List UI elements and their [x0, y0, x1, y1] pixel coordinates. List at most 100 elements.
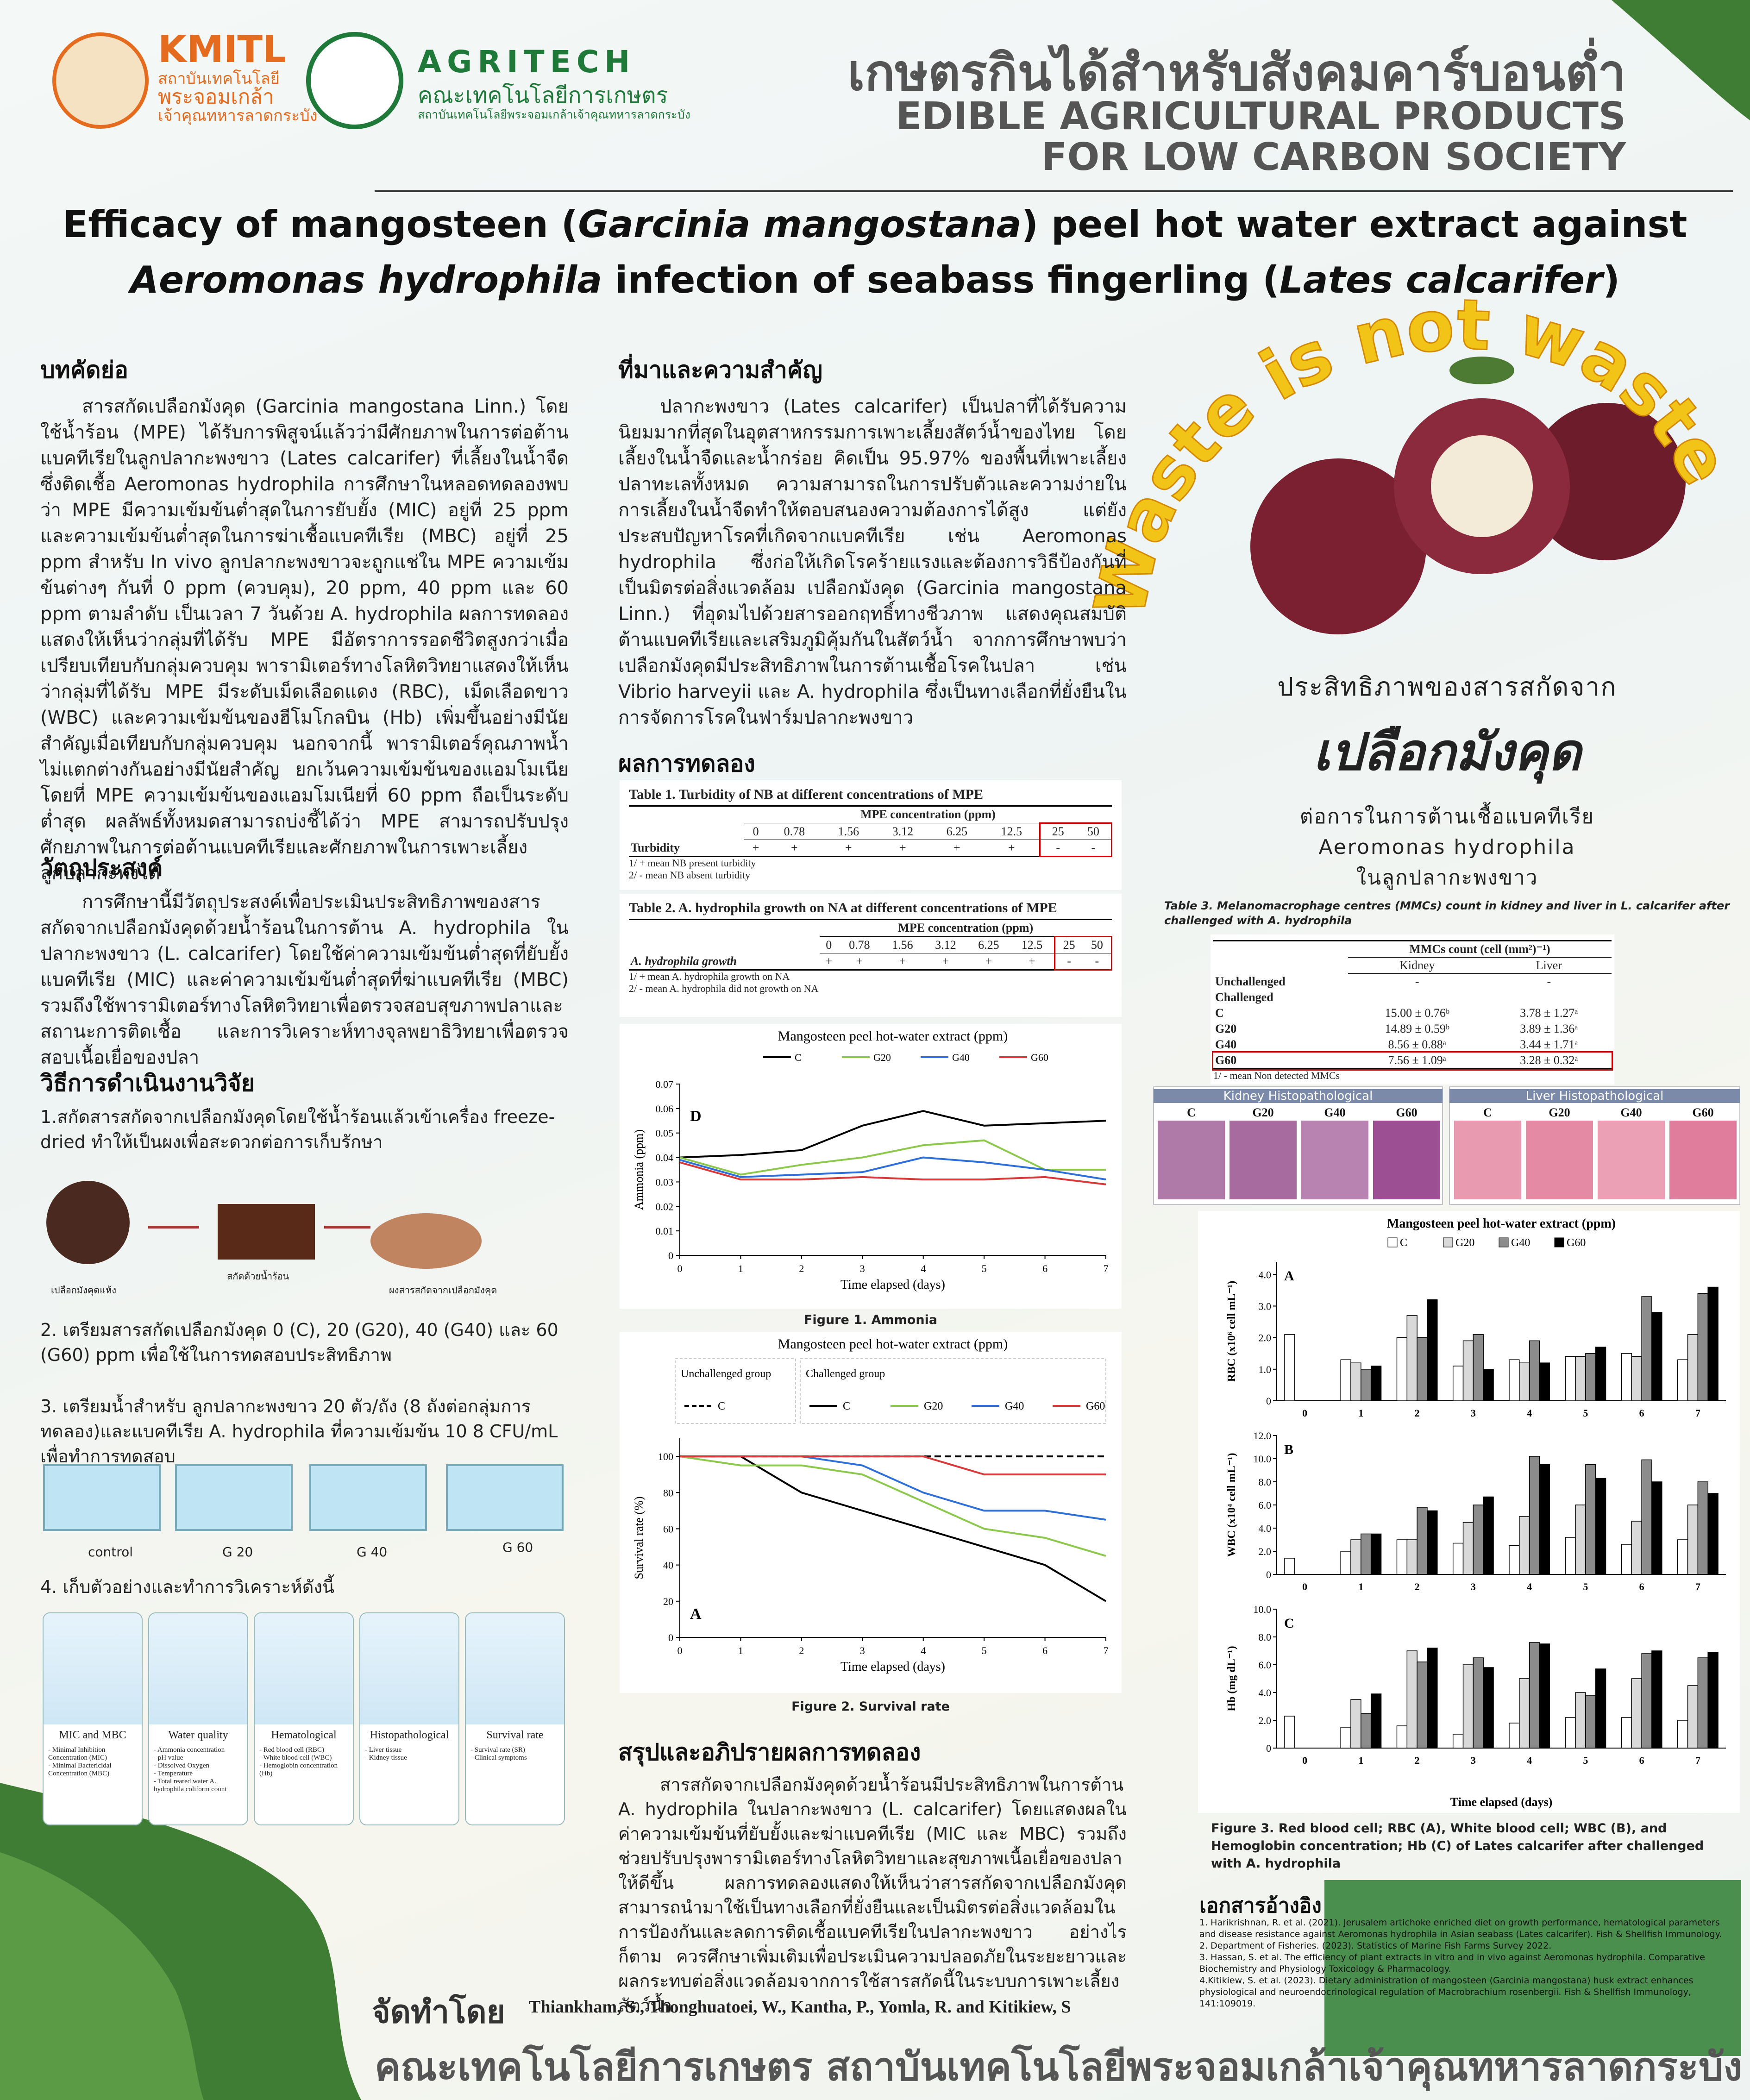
- background-heading: ที่มาและความสำคัญ: [618, 357, 822, 383]
- bar: [1651, 1312, 1662, 1401]
- bar: [1509, 1545, 1520, 1575]
- bar: [1452, 1366, 1464, 1401]
- table-title: Table 3. Melanomacrophage centres (MMCs)…: [1164, 899, 1730, 927]
- bar: [1417, 1507, 1428, 1575]
- conclusion-text: สารสกัดจากเปลือกมังคุดด้วยน้ำร้อนมีประสิ…: [618, 1774, 1127, 2016]
- table-columns-row: 0 0.78 1.56 3.12 6.25 12.5 25 50: [629, 822, 1112, 840]
- table-row: A. hydrophila growth + + + + + + - -: [629, 953, 1112, 971]
- background-text: ปลากะพงขาว (Lates calcarifer) เป็นปลาที่…: [618, 396, 1127, 728]
- bar: [1697, 1657, 1708, 1749]
- bar: [1539, 1362, 1550, 1401]
- table-title: Table 2. A. hydrophila growth on NA at d…: [629, 900, 1057, 915]
- bar: [1687, 1685, 1699, 1749]
- table-2: Table 2. A. hydrophila growth on NA at d…: [620, 894, 1122, 1017]
- row-label: G20: [1215, 1022, 1237, 1035]
- table-row: Unchallenged - -: [1213, 974, 1612, 990]
- y-tick-label: 8.0: [1259, 1631, 1272, 1643]
- references-heading: เอกสารอ้างอิง: [1199, 1894, 1322, 1918]
- bar: [1677, 1539, 1688, 1575]
- table-header-row: MMCs count (cell (mm²)⁻¹): [1213, 940, 1612, 958]
- table-cell: +: [825, 954, 833, 968]
- series-line: [679, 1156, 1106, 1181]
- table-header-row: MPE concentration (ppm): [629, 806, 1112, 823]
- kmitl-lines: สถาบันเทคโนโลยี พระจอมเกล้า เจ้าคุณทหารล…: [158, 69, 317, 125]
- table-cell: +: [1029, 954, 1035, 968]
- bar: [1483, 1667, 1494, 1749]
- x-tick-label: 2: [799, 1645, 804, 1656]
- box-illustration: [44, 1613, 142, 1724]
- y-tick-label: 40: [663, 1560, 673, 1571]
- title-part: ): [1603, 258, 1620, 301]
- bar: [1340, 1551, 1351, 1575]
- series-line: [680, 1455, 1107, 1602]
- box-illustration: [360, 1613, 458, 1724]
- analysis-box: Survival rate - Survival rate (SR) - Clini…: [465, 1612, 565, 1825]
- figure-caption: Figure 3. Red blood cell; RBC (A), White…: [1211, 1821, 1704, 1871]
- y-tick-label: 0.01: [656, 1225, 674, 1237]
- figure-3: Mangosteen peel hot-water extract (ppm) C…: [1198, 1211, 1740, 1813]
- table-note: 2/ - mean A. hydrophila did not growth o…: [629, 983, 819, 994]
- box-item: - Clinical symptoms: [470, 1754, 527, 1761]
- chart-title: Mangosteen peel hot-water extract (ppm): [778, 1028, 1008, 1044]
- box-title: Hematological: [271, 1729, 337, 1741]
- bar: [1452, 1734, 1464, 1749]
- x-tick-label: 3: [860, 1645, 865, 1656]
- row-label: Challenged: [1215, 990, 1273, 1004]
- bar: [1462, 1522, 1474, 1575]
- box-item: - Liver tissue: [365, 1746, 402, 1754]
- box-illustration: [255, 1613, 353, 1724]
- y-tick-label: 10.0: [1254, 1453, 1272, 1465]
- bar: [1575, 1504, 1586, 1575]
- row-label: A. hydrophila growth: [631, 954, 737, 968]
- table-cell: -: [1039, 840, 1076, 857]
- legend-label: G40: [1511, 1237, 1530, 1249]
- x-tick-label: 1: [1358, 1755, 1363, 1766]
- x-tick-label: 7: [1104, 1645, 1109, 1656]
- objective-text: การศึกษานี้มีวัตถุประสงค์เพื่อประเมินประ…: [40, 891, 569, 1068]
- bar: [1370, 1533, 1382, 1575]
- legend-label: C: [718, 1400, 725, 1412]
- table-column: 0: [820, 936, 838, 953]
- y-tick-label: 1.0: [1259, 1364, 1272, 1375]
- method-step: 2. เตรียมสารสกัดเปลือกมังคุด 0 (C), 20 (…: [40, 1320, 558, 1365]
- y-tick-label: 0.06: [656, 1103, 674, 1115]
- box-item: - Minimal Inhibition Concentration (MIC): [48, 1746, 107, 1761]
- institution: คณะเทคโนโลยีการเกษตร สถาบันเทคโนโลยีพระจ…: [375, 2044, 1743, 2089]
- x-tick-label: 3: [1471, 1755, 1476, 1766]
- bar: [1529, 1340, 1540, 1401]
- table-header: MPE concentration (ppm): [744, 806, 1112, 823]
- agritech-sub: สถาบันเทคโนโลยีพระจอมเกล้าเจ้าคุณทหารลาด…: [418, 108, 690, 121]
- tank-label: control: [88, 1544, 133, 1560]
- table-columns-row: Kidney Liver: [1213, 957, 1612, 974]
- x-tick-label: 3: [860, 1263, 865, 1274]
- y-tick-label: 0: [1266, 1569, 1271, 1580]
- panel-label: A: [1284, 1268, 1294, 1284]
- agritech-thai: คณะเทคโนโลยีการเกษตร: [418, 82, 668, 108]
- table-row: G20 14.89 ± 0.59ᵇ 3.89 ± 1.36ᵃ: [1213, 1021, 1612, 1037]
- bar: [1697, 1293, 1708, 1401]
- row-label: Turbidity: [631, 840, 680, 854]
- y-tick-label: 3.0: [1259, 1300, 1272, 1312]
- table-column: 3.12: [875, 823, 930, 840]
- bar: [1575, 1692, 1586, 1749]
- legend-label: G60: [1086, 1400, 1105, 1412]
- bar: [1462, 1340, 1474, 1401]
- table-cell: +: [953, 841, 960, 854]
- title-part: Garcinia mangostana: [578, 203, 1022, 246]
- x-tick-label: 1: [1358, 1581, 1363, 1592]
- table-cell: [629, 937, 820, 953]
- bar: [1621, 1544, 1632, 1575]
- y-axis-label: Hb (mg dL⁻¹): [1226, 1646, 1238, 1711]
- y-tick-label: 2.0: [1259, 1546, 1272, 1557]
- table-cell: -: [1083, 953, 1112, 971]
- bar: [1631, 1678, 1642, 1749]
- x-tick-label: 2: [1415, 1755, 1420, 1766]
- thai-title: เกษตรกินได้สำหรับสังคมคาร์บอนต่ำ: [847, 44, 1626, 102]
- table-column: 0.78: [767, 823, 822, 840]
- x-tick-label: 2: [1415, 1407, 1420, 1419]
- table-column: 12.5: [1010, 936, 1055, 953]
- bar: [1350, 1699, 1361, 1749]
- promo: ประสิทธิภาพของสารสกัดจาก เปลือกมังคุด ต่…: [1153, 667, 1741, 893]
- table-column: 1.56: [881, 936, 924, 953]
- table-cell: 3.78 ± 1.27ᵃ: [1520, 1006, 1578, 1020]
